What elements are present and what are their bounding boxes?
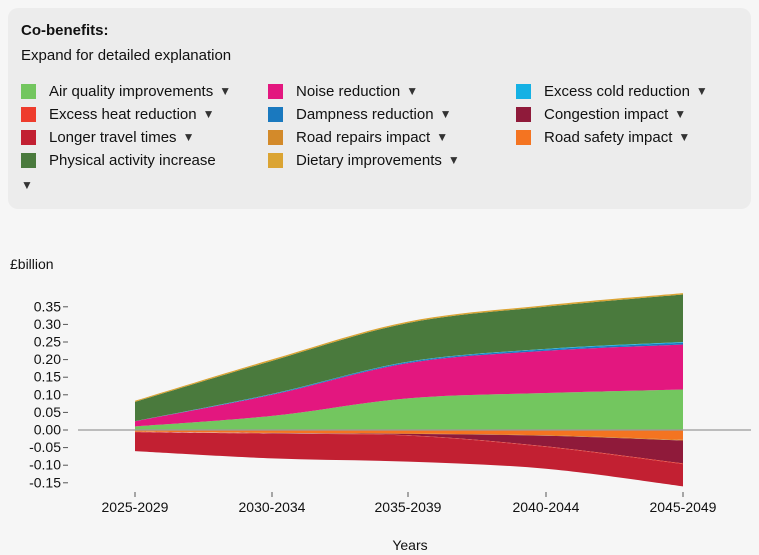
legend-label: Road repairs impact xyxy=(296,128,431,146)
excess-heat-swatch xyxy=(21,106,36,122)
chevron-down-icon[interactable]: ▼ xyxy=(202,107,215,121)
series-area-road-safety-impact xyxy=(135,430,683,440)
cobenefits-legend-panel: Co-benefits: Expand for detailed explana… xyxy=(8,8,751,209)
y-axis-unit-label: £billion xyxy=(10,256,54,272)
legend-label: Physical activity increase xyxy=(49,151,216,169)
series-area-air-quality-improvements xyxy=(135,389,683,430)
legend-item-excess-cold[interactable]: Excess cold reduction ▼ xyxy=(516,81,708,101)
series-area-road-repairs-impact xyxy=(135,431,683,441)
chevron-down-icon[interactable]: ▼ xyxy=(406,84,419,98)
y-tick-label: 0.25 xyxy=(34,334,61,350)
chevron-down-icon[interactable]: ▼ xyxy=(695,84,708,98)
legend-item-physical-activity[interactable]: Physical activity increase xyxy=(21,150,216,170)
chevron-down-icon[interactable]: ▼ xyxy=(182,130,195,144)
y-tick-label: 0.20 xyxy=(34,351,61,367)
y-tick-label: 0.00 xyxy=(34,422,61,438)
y-tick-label: -0.05 xyxy=(29,439,61,455)
x-axis-title: Years xyxy=(392,537,428,553)
legend-item-dietary[interactable]: Dietary improvements ▼ xyxy=(268,150,460,170)
series-area-physical-activity-increase xyxy=(135,294,683,422)
excess-cold-swatch xyxy=(516,83,531,99)
congestion-swatch xyxy=(516,106,531,122)
x-tick-label: 2030-2034 xyxy=(239,499,306,515)
legend-label: Longer travel times xyxy=(49,128,177,146)
road-repairs-swatch xyxy=(268,129,283,145)
chevron-down-icon[interactable]: ▼ xyxy=(439,107,452,121)
physical-activity-swatch xyxy=(21,152,36,168)
legend-label: Road safety impact xyxy=(544,128,673,146)
x-tick-label: 2045-2049 xyxy=(650,499,717,515)
longer-travel-swatch xyxy=(21,129,36,145)
legend-label: Noise reduction xyxy=(296,82,401,100)
x-tick-label: 2035-2039 xyxy=(375,499,442,515)
legend-label: Air quality improvements xyxy=(49,82,214,100)
road-safety-swatch xyxy=(516,129,531,145)
legend-item-road-repairs[interactable]: Road repairs impact ▼ xyxy=(268,127,448,147)
chevron-down-icon[interactable]: ▼ xyxy=(674,107,687,121)
y-axis: 0.35 0.30 0.250.20 0.150.10 0.05 0.00-0.05 -0.… xyxy=(29,298,751,490)
legend-item-dampness[interactable]: Dampness reduction ▼ xyxy=(268,104,451,124)
chevron-down-icon[interactable]: ▼ xyxy=(447,153,460,167)
legend-label: Excess heat reduction xyxy=(49,105,197,123)
noise-swatch xyxy=(268,83,283,99)
air-quality-swatch xyxy=(21,83,36,99)
y-tick-label: 0.05 xyxy=(34,404,61,420)
x-axis: 2025-2029 2030-2034 2035-2039 2040-2044 2045… xyxy=(102,492,717,515)
dietary-swatch xyxy=(268,152,283,168)
legend-item-road-safety[interactable]: Road safety impact ▼ xyxy=(516,127,690,147)
chevron-down-icon[interactable]: ▼ xyxy=(436,130,449,144)
y-tick-label: 0.10 xyxy=(34,386,61,402)
legend-item-longer-travel[interactable]: Longer travel times ▼ xyxy=(21,127,194,147)
chevron-down-icon[interactable]: ▼ xyxy=(219,84,232,98)
y-tick-label: 0.15 xyxy=(34,369,61,385)
legend-label: Congestion impact xyxy=(544,105,669,123)
series-area-noise-reduction xyxy=(135,344,683,427)
chevron-down-icon[interactable]: ▼ xyxy=(678,130,691,144)
legend-item-congestion[interactable]: Congestion impact ▼ xyxy=(516,104,686,124)
legend-label: Dietary improvements xyxy=(296,151,442,169)
legend-label: Excess cold reduction xyxy=(544,82,690,100)
x-tick-label: 2040-2044 xyxy=(513,499,580,515)
y-tick-label: 0.30 xyxy=(34,316,61,332)
legend-item-air-quality[interactable]: Air quality improvements ▼ xyxy=(21,81,231,101)
legend-item-excess-heat[interactable]: Excess heat reduction ▼ xyxy=(21,104,214,124)
chevron-down-icon[interactable]: ▼ xyxy=(21,178,33,192)
area-layers xyxy=(135,293,683,487)
legend-label: Dampness reduction xyxy=(296,105,434,123)
y-tick-label: -0.10 xyxy=(29,457,61,473)
dampness-swatch xyxy=(268,106,283,122)
x-tick-label: 2025-2029 xyxy=(102,499,169,515)
legend-title: Co-benefits: xyxy=(21,22,109,39)
series-area-congestion-impact xyxy=(135,431,683,464)
expand-explanation-link[interactable]: Expand for detailed explanation xyxy=(21,47,232,64)
y-tick-label: 0.35 xyxy=(34,298,61,314)
legend-item-noise[interactable]: Noise reduction ▼ xyxy=(268,81,418,101)
y-tick-label: -0.15 xyxy=(29,474,61,490)
series-area-longer-travel-times xyxy=(135,432,683,487)
